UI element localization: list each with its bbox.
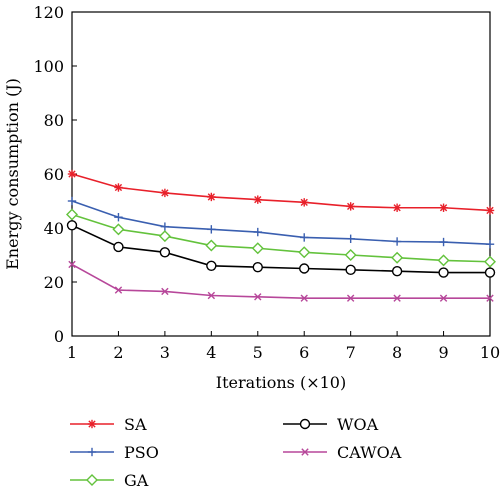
data-point-ga: [251, 242, 264, 255]
series-line-ga: [71, 213, 491, 263]
legend-label-cawoa: CAWOA: [337, 443, 402, 462]
data-point-woa: [345, 264, 356, 276]
data-point-pso: [485, 240, 495, 249]
x-tick-label: 6: [299, 343, 309, 362]
series-line-sa: [71, 173, 491, 212]
data-point-pso: [67, 196, 77, 206]
data-point-cawoa: [300, 294, 308, 302]
data-point-pso: [160, 222, 170, 231]
legend-marker-sa: [87, 419, 97, 429]
x-tick-label: 2: [113, 343, 123, 362]
data-point-woa: [438, 267, 449, 278]
data-point-sa: [207, 192, 216, 202]
legend-marker-ga: [86, 474, 98, 486]
data-point-ga: [391, 251, 404, 264]
data-point-sa: [160, 188, 170, 198]
series-sa: [67, 169, 495, 215]
series-layer: [66, 169, 496, 302]
y-tick-label: 120: [33, 3, 64, 22]
legend-label-pso: PSO: [124, 443, 159, 462]
y-axis-title: Energy consumption (J): [3, 78, 22, 270]
data-point-woa: [66, 220, 78, 231]
data-point-woa: [252, 261, 263, 273]
data-point-sa: [114, 183, 123, 192]
legend-marker-cawoa: [301, 448, 309, 456]
x-tick-label: 1: [67, 343, 77, 362]
y-tick-label: 0: [54, 327, 64, 346]
data-point-pso: [392, 237, 402, 246]
data-point-woa: [299, 263, 310, 274]
data-point-cawoa: [254, 293, 262, 301]
data-point-pso: [439, 237, 448, 247]
legend-marker-pso: [87, 447, 97, 457]
x-tick-label: 8: [392, 343, 402, 362]
data-point-pso: [207, 225, 216, 234]
data-point-pso: [346, 234, 355, 243]
data-point-sa: [346, 202, 355, 211]
x-tick-label: 10: [480, 343, 500, 362]
y-tick-label: 100: [33, 57, 64, 76]
x-axis-title: Iterations (×10): [216, 373, 346, 392]
data-point-cawoa: [114, 286, 123, 294]
series-line-woa: [71, 224, 490, 274]
data-point-cawoa: [68, 260, 76, 269]
legend-item-cawoa: CAWOA: [283, 443, 402, 462]
y-tick-label: 60: [44, 165, 64, 184]
data-point-woa: [113, 241, 124, 253]
legend-item-pso: PSO: [70, 443, 159, 462]
axes: 0 20 40 60 80 100 120 1 2 3 4 5 6 7 8 9 10: [33, 3, 500, 362]
data-point-woa: [484, 267, 496, 278]
legend-item-woa: WOA: [283, 415, 379, 434]
series-pso: [67, 196, 495, 249]
data-point-sa: [253, 195, 262, 204]
data-point-ga: [484, 255, 496, 268]
legend-label-sa: SA: [124, 415, 147, 434]
data-point-pso: [253, 227, 262, 237]
legend-item-sa: SA: [70, 415, 147, 434]
data-point-ga: [298, 246, 311, 259]
y-tick-label: 80: [44, 111, 64, 130]
data-point-ga: [66, 208, 78, 221]
data-point-pso: [300, 233, 309, 242]
data-point-ga: [344, 249, 357, 261]
legend: SA PSO GA WOA CAWOA: [70, 415, 402, 490]
data-point-sa: [485, 206, 495, 215]
plot-frame: [71, 11, 491, 337]
data-point-woa: [206, 260, 217, 271]
y-tick-label: 20: [44, 273, 64, 292]
data-point-ga: [112, 223, 125, 236]
x-tick-label: 9: [438, 343, 448, 362]
data-point-ga: [437, 254, 450, 267]
data-point-cawoa: [393, 294, 401, 302]
series-woa: [66, 220, 496, 278]
x-tick-label: 7: [346, 343, 356, 362]
series-line-cawoa: [71, 263, 490, 300]
x-tick-label: 3: [160, 343, 170, 362]
data-point-sa: [392, 203, 402, 212]
data-point-woa: [159, 247, 171, 258]
legend-label-ga: GA: [124, 471, 149, 490]
data-point-cawoa: [439, 294, 448, 302]
data-point-sa: [439, 203, 448, 212]
y-tick-label: 40: [44, 219, 64, 238]
data-point-cawoa: [207, 291, 216, 300]
data-point-cawoa: [346, 294, 355, 302]
data-point-cawoa: [161, 287, 169, 296]
series-line-pso: [71, 200, 491, 245]
series-ga: [66, 208, 496, 268]
data-point-ga: [158, 230, 171, 243]
x-tick-label: 5: [253, 343, 263, 362]
data-point-ga: [205, 239, 218, 252]
data-point-woa: [391, 266, 403, 277]
data-point-pso: [114, 213, 123, 222]
legend-label-woa: WOA: [337, 415, 379, 434]
data-point-sa: [300, 198, 309, 207]
series-cawoa: [68, 260, 494, 302]
legend-marker-woa: [299, 418, 311, 430]
legend-item-ga: GA: [70, 471, 149, 490]
data-point-cawoa: [486, 294, 494, 302]
x-tick-label: 4: [206, 343, 216, 362]
data-point-sa: [67, 169, 77, 179]
